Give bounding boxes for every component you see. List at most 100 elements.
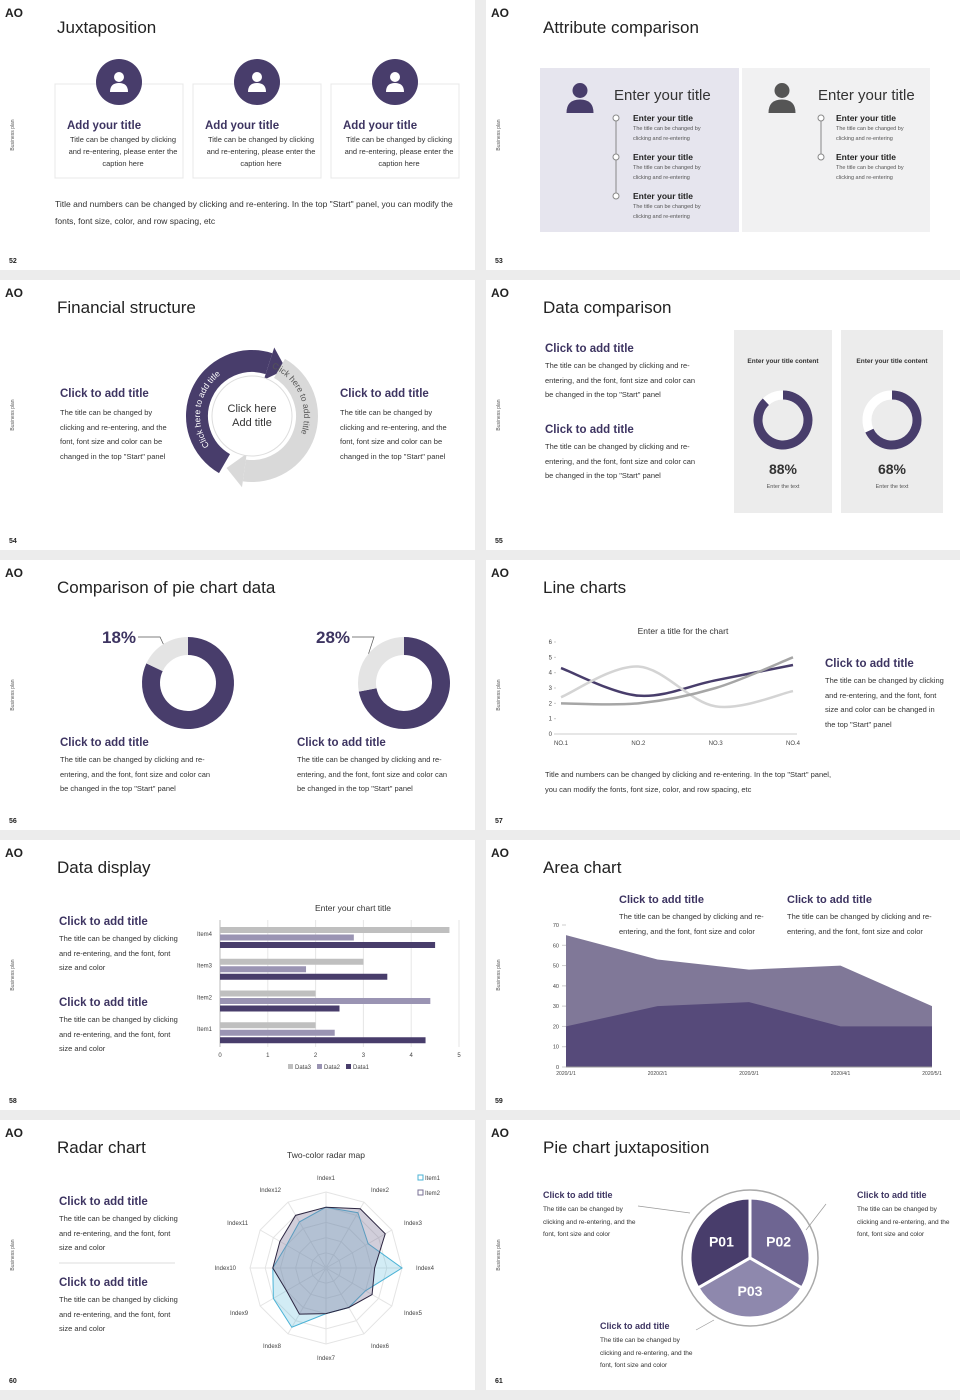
legend-label: Item1: [425, 1176, 441, 1182]
connector: [637, 1205, 691, 1214]
logo: AO: [491, 6, 509, 20]
note: Title and numbers can be changed by clic…: [55, 199, 453, 226]
slide-graphics: AO Business plan 57 0 1 2 3 4 5 6 NO.1 NO.2 NO.3 NO.4: [491, 566, 801, 825]
card-title: Add your title: [343, 120, 418, 132]
bar: [220, 998, 431, 1004]
card: [330, 83, 460, 179]
panel: [540, 68, 739, 232]
y-tick-label: 10: [553, 1045, 559, 1051]
y-tick-label: 40: [553, 984, 559, 990]
slide-graphics: AO Business plan 61 P01 P02 P03: [491, 1126, 827, 1385]
x-tick-label: 1: [266, 1053, 270, 1059]
donut-value: [865, 390, 922, 450]
item-text: The title can be changed by clicking and…: [545, 442, 696, 480]
page-number: 57: [495, 818, 503, 825]
slide-title: Data display: [57, 858, 151, 877]
icon-body: [566, 99, 594, 113]
radar-spoke: [259, 1229, 327, 1269]
y-tick-label: 4: [549, 671, 553, 677]
donut-value: [753, 390, 813, 450]
y-tick-label: 2: [549, 701, 553, 707]
slide-graphics: AO Business plan 60 Index1 Index2 Index3 Index…: [5, 1126, 441, 1385]
side-label: Business plan: [10, 1239, 16, 1270]
icon-body: [386, 83, 404, 92]
logo: AO: [5, 6, 23, 20]
item-text: The title can be changed by clicking and…: [340, 408, 447, 461]
y-tick-label: 20: [553, 1024, 559, 1030]
item-text: The title can be changed by clicking and…: [857, 1206, 950, 1238]
item-text: The title can be changed by clicking and…: [787, 912, 932, 936]
timeline-dot: [612, 153, 620, 161]
logo: AO: [5, 1126, 23, 1140]
item-title: Enter your title: [633, 191, 693, 201]
icon-head: [774, 83, 790, 98]
slide-graphics: AO Business plan 59 0 10 20 30 40 50 60 70 2020/1/1…: [491, 846, 942, 1105]
area-series: [566, 1002, 932, 1067]
side-label: Business plan: [10, 119, 16, 150]
x-tick-label: 4: [410, 1053, 414, 1059]
radar-label: Index12: [260, 1188, 282, 1194]
center-circle: [211, 375, 293, 457]
x-tick-label: 0: [218, 1053, 222, 1059]
slide: AO Business plan 54 Click here to add title…: [0, 280, 475, 550]
segment-label: P02: [766, 1234, 791, 1250]
item-text: The title can be changed by clicking and…: [600, 1337, 693, 1369]
radar-label: Index2: [371, 1188, 390, 1194]
item-text: The title can be changed by clicking and…: [59, 1015, 178, 1053]
radar-label: Index11: [227, 1221, 249, 1227]
y-tick-label: 0: [549, 732, 553, 738]
timeline-dot: [817, 114, 825, 122]
radar-label: Index7: [317, 1356, 336, 1362]
icon-body: [110, 83, 128, 92]
y-tick-label: 30: [553, 1004, 559, 1010]
slide: AO Business plan 55 Data comparison Click to…: [486, 280, 960, 550]
bar: [220, 1022, 316, 1029]
radar-label: Index4: [416, 1266, 435, 1272]
slide: AO Business plan 59 0 10 20 30 40 50 60 70 2020/1/1…: [486, 840, 960, 1110]
x-tick-label: 2020/5/1: [922, 1071, 942, 1077]
legend-label: Data1: [353, 1065, 370, 1071]
page-number: 61: [495, 1378, 503, 1385]
side-label: Business plan: [496, 959, 502, 990]
item-title: Click to add title: [543, 1190, 613, 1200]
item-text: The title can be changed by clicking and…: [59, 1214, 178, 1252]
chart-title: Two-color radar map: [287, 1150, 365, 1160]
page-number: 53: [495, 258, 503, 265]
pie-segment: [695, 1256, 805, 1320]
legend-swatch: [288, 1064, 293, 1069]
card-title: Add your title: [67, 120, 142, 132]
slide-graphics: AO Business plan 52: [5, 6, 460, 265]
item-text: The title can be changed by clicking and…: [633, 165, 701, 181]
x-tick-label: NO.2: [631, 741, 646, 747]
slide-title: Financial structure: [57, 298, 196, 317]
item-title: Click to add title: [59, 997, 148, 1009]
card-title: Add your title: [205, 120, 280, 132]
item-title: Click to add title: [340, 388, 429, 400]
chart-title: Enter your chart title: [314, 903, 392, 913]
side-label: Business plan: [496, 399, 502, 430]
panel-heading: Enter your title: [818, 87, 915, 104]
leader-line: [138, 636, 164, 645]
donut-rest: [358, 637, 450, 729]
leader-line: [352, 636, 375, 654]
item-text: The title can be changed by clicking and…: [543, 1206, 636, 1238]
item-title: Click to add title: [59, 1196, 148, 1208]
icon-head: [252, 72, 262, 82]
radar-label: Index1: [317, 1176, 336, 1182]
side-label: Business plan: [496, 119, 502, 150]
line-series: [560, 656, 794, 706]
side-label: Business plan: [496, 1239, 502, 1270]
item-text: The title can be changed by clicking and…: [619, 912, 764, 936]
item-text: The title can be changed by clicking and…: [59, 934, 178, 972]
legend-swatch: [346, 1064, 351, 1069]
x-tick-label: 2: [314, 1053, 318, 1059]
item-title: Enter your title: [633, 152, 693, 162]
line-series: [560, 663, 794, 698]
connector: [695, 1319, 715, 1331]
side-label: Business plan: [496, 679, 502, 710]
item-text: The title can be changed by clicking and…: [60, 408, 167, 461]
side-label: Business plan: [10, 959, 16, 990]
y-tick-label: 5: [549, 655, 553, 661]
page-number: 59: [495, 1098, 503, 1105]
